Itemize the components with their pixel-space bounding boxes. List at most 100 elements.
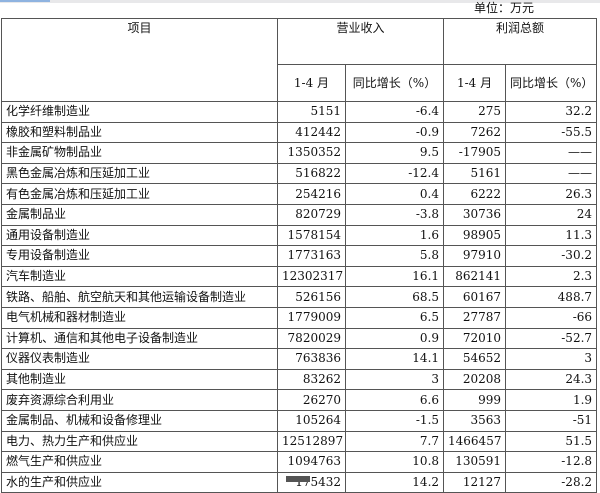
revenue-yoy: 0.9 xyxy=(344,327,445,350)
revenue-yoy: 5.8 xyxy=(344,245,445,267)
profit-value: 130591 xyxy=(443,451,507,473)
profit-value: 97910 xyxy=(443,245,507,267)
profit-value: 20208 xyxy=(443,368,507,391)
row-name: 废弃资源综合利用业 xyxy=(1,389,278,411)
revenue-value: 1578154 xyxy=(277,224,346,247)
revenue-yoy: 14.2 xyxy=(344,471,445,493)
row-name: 专用设备制造业 xyxy=(1,245,278,267)
row-name: 非金属矿物制品业 xyxy=(1,142,278,164)
revenue-yoy: 9.5 xyxy=(344,142,445,164)
unit-label: 单位：万元 xyxy=(473,1,534,15)
profit-value: -17905 xyxy=(443,142,507,164)
profit-yoy: 24.3 xyxy=(505,368,598,391)
revenue-value: 1779009 xyxy=(277,306,346,329)
industry-table: 项目 营业收入 利润总额 1-4 月 同比增长（%） 1-4 月 同比增长（%）… xyxy=(1,18,598,493)
table-row: 专用设备制造业 1773163 5.8 97910 -30.2 xyxy=(1,245,598,267)
revenue-yoy: 68.5 xyxy=(344,286,445,308)
profit-yoy: —— xyxy=(505,142,598,164)
revenue-yoy: 6.5 xyxy=(344,306,445,329)
profit-yoy: 26.3 xyxy=(505,183,598,205)
revenue-yoy: -3.8 xyxy=(344,203,445,226)
revenue-value: 105264 xyxy=(277,409,346,432)
revenue-yoy: -1.5 xyxy=(344,409,445,432)
table-row: 橡胶和塑料制品业 412442 -0.9 7262 -55.5 xyxy=(1,121,598,144)
header-revenue: 营业收入 xyxy=(276,18,445,65)
profit-yoy: 2.3 xyxy=(505,265,598,288)
profit-yoy: -52.7 xyxy=(505,327,598,350)
table-row: 化学纤维制造业 5151 -6.4 275 32.2 xyxy=(1,101,598,123)
revenue-yoy: 10.8 xyxy=(344,451,445,473)
profit-yoy: 11.3 xyxy=(505,224,598,247)
revenue-yoy: 0.4 xyxy=(344,183,445,205)
row-name: 电气机械和器材制造业 xyxy=(1,306,278,329)
table-row: 燃气生产和供应业 1094763 10.8 130591 -12.8 xyxy=(1,451,598,473)
profit-yoy: 488.7 xyxy=(505,286,598,308)
table-row: 废弃资源综合利用业 26270 6.6 999 1.9 xyxy=(1,389,598,411)
revenue-value: 5151 xyxy=(277,101,346,123)
profit-value: 98905 xyxy=(443,224,507,247)
profit-value: 27787 xyxy=(443,306,507,329)
row-name: 其他制造业 xyxy=(1,368,278,391)
revenue-yoy: 1.6 xyxy=(344,224,445,247)
top-strip xyxy=(0,0,600,3)
revenue-value: 83262 xyxy=(277,368,346,391)
revenue-value: 763836 xyxy=(277,348,346,370)
revenue-value: 7820029 xyxy=(277,327,346,350)
table-row: 计算机、通信和其他电子设备制造业 7820029 0.9 72010 -52.7 xyxy=(1,327,598,350)
revenue-value: 12512897 xyxy=(277,430,346,453)
revenue-yoy: 14.1 xyxy=(344,348,445,370)
row-name: 黑色金属冶炼和压延加工业 xyxy=(1,162,278,185)
row-name: 汽车制造业 xyxy=(1,265,278,288)
profit-yoy: -12.8 xyxy=(505,451,598,473)
scroll-handle[interactable] xyxy=(286,476,310,482)
table-row: 其他制造业 83262 3 20208 24.3 xyxy=(1,368,598,391)
profit-yoy: 1.9 xyxy=(505,389,598,411)
row-name: 通用设备制造业 xyxy=(1,224,278,247)
row-name: 燃气生产和供应业 xyxy=(1,451,278,473)
revenue-yoy: 3 xyxy=(344,368,445,391)
table-row: 电气机械和器材制造业 1779009 6.5 27787 -66 xyxy=(1,306,598,329)
profit-yoy: -51 xyxy=(505,409,598,432)
revenue-value: 1350352 xyxy=(277,142,346,164)
row-name: 金属制品业 xyxy=(1,203,278,226)
row-name: 电力、热力生产和供应业 xyxy=(1,430,278,453)
revenue-value: 254216 xyxy=(277,183,346,205)
header-profit-yoy: 同比增长（%） xyxy=(505,64,598,102)
profit-value: 862141 xyxy=(443,265,507,288)
profit-yoy: —— xyxy=(505,162,598,185)
table-row: 非金属矿物制品业 1350352 9.5 -17905 —— xyxy=(1,142,598,164)
profit-value: 275 xyxy=(443,101,507,123)
profit-yoy: 32.2 xyxy=(505,101,598,123)
row-name: 有色金属冶炼和压延加工业 xyxy=(1,183,278,205)
revenue-value: 26270 xyxy=(277,389,346,411)
revenue-yoy: 6.6 xyxy=(344,389,445,411)
header-profit-period: 1-4 月 xyxy=(443,64,507,102)
row-name: 计算机、通信和其他电子设备制造业 xyxy=(1,327,278,350)
revenue-value: 820729 xyxy=(277,203,346,226)
revenue-value: 412442 xyxy=(277,121,346,144)
profit-yoy: -30.2 xyxy=(505,245,598,267)
profit-value: 54652 xyxy=(443,348,507,370)
table-row: 电力、热力生产和供应业 12512897 7.7 1466457 51.5 xyxy=(1,430,598,453)
revenue-value: 1773163 xyxy=(277,245,346,267)
profit-yoy: -55.5 xyxy=(505,121,598,144)
table-row: 黑色金属冶炼和压延加工业 516822 -12.4 5161 —— xyxy=(1,162,598,185)
profit-yoy: 51.5 xyxy=(505,430,598,453)
profit-value: 3563 xyxy=(443,409,507,432)
profit-value: 999 xyxy=(443,389,507,411)
revenue-value: 516822 xyxy=(277,162,346,185)
row-name: 仪器仪表制造业 xyxy=(1,348,278,370)
selection-indicator xyxy=(0,0,50,2)
table-row: 有色金属冶炼和压延加工业 254216 0.4 6222 26.3 xyxy=(1,183,598,205)
table-row: 汽车制造业 12302317 16.1 862141 2.3 xyxy=(1,265,598,288)
revenue-value: 1094763 xyxy=(277,451,346,473)
profit-value: 1466457 xyxy=(443,430,507,453)
profit-value: 5161 xyxy=(443,162,507,185)
header-revenue-yoy: 同比增长（%） xyxy=(344,64,445,102)
profit-yoy: 24 xyxy=(505,203,598,226)
table-row: 金属制品、机械和设备修理业 105264 -1.5 3563 -51 xyxy=(1,409,598,432)
profit-value: 7262 xyxy=(443,121,507,144)
revenue-value: 12302317 xyxy=(277,265,346,288)
row-name: 铁路、船舶、航空航天和其他运输设备制造业 xyxy=(1,286,278,308)
row-name: 橡胶和塑料制品业 xyxy=(1,121,278,144)
